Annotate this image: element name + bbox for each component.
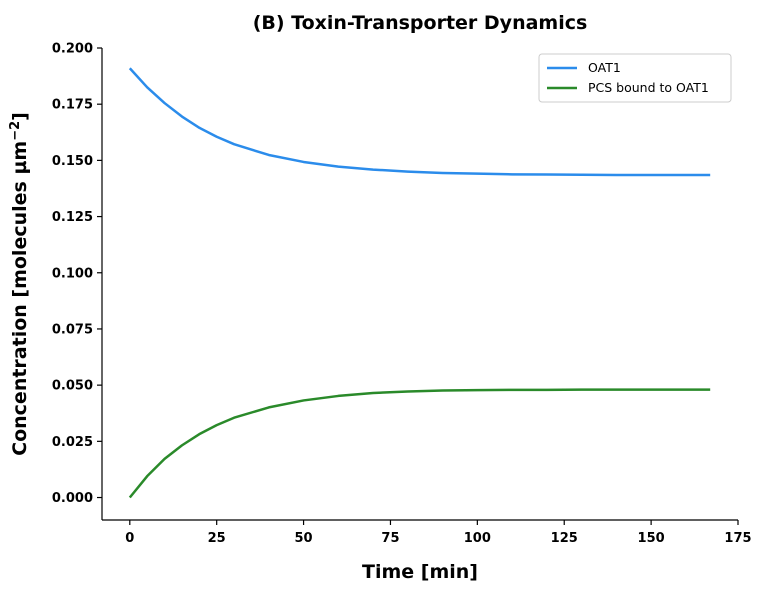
y-tick-label: 0.025 [52, 435, 93, 450]
x-tick-label: 100 [464, 531, 491, 546]
legend-label-pcs-bound: PCS bound to OAT1 [588, 80, 709, 95]
y-tick-label: 0.075 [52, 322, 93, 337]
legend: OAT1 PCS bound to OAT1 [538, 53, 732, 103]
x-tick-label: 125 [551, 531, 578, 546]
y-tick-label: 0.200 [52, 42, 93, 57]
y-tick-label: 0.175 [52, 98, 93, 113]
x-tick-label: 175 [724, 531, 751, 546]
y-tick-label: 0.000 [52, 491, 93, 506]
y-axis-label-main: Concentration [molecules µm [9, 141, 31, 456]
y-axis-label: Concentration [molecules µm−2] [8, 112, 31, 456]
y-ticks: 0.000 0.025 0.050 0.075 0.100 0.125 0.150 0.175… [52, 42, 102, 506]
series-line-1 [128, 388, 711, 499]
x-ticks: 0 25 50 75 100 125 150 175 [125, 520, 752, 546]
series-line-0 [128, 67, 711, 177]
legend-frame [538, 53, 732, 103]
legend-label-oat1: OAT1 [588, 60, 621, 75]
x-tick-label: 50 [295, 531, 313, 546]
x-tick-label: 25 [208, 531, 226, 546]
plot-area [128, 67, 711, 499]
x-tick-label: 150 [638, 531, 665, 546]
y-axis-label-superscript: −2 [8, 121, 23, 141]
y-tick-label: 0.100 [52, 266, 93, 281]
y-tick-label: 0.150 [52, 154, 93, 169]
x-axis-label: Time [min] [362, 561, 478, 583]
x-tick-label: 75 [381, 531, 399, 546]
x-tick-label: 0 [125, 531, 134, 546]
y-tick-label: 0.125 [52, 210, 93, 225]
y-tick-label: 0.050 [52, 379, 93, 394]
chart-title: (B) Toxin-Transporter Dynamics [253, 12, 588, 34]
y-axis-label-close: ] [9, 112, 31, 121]
